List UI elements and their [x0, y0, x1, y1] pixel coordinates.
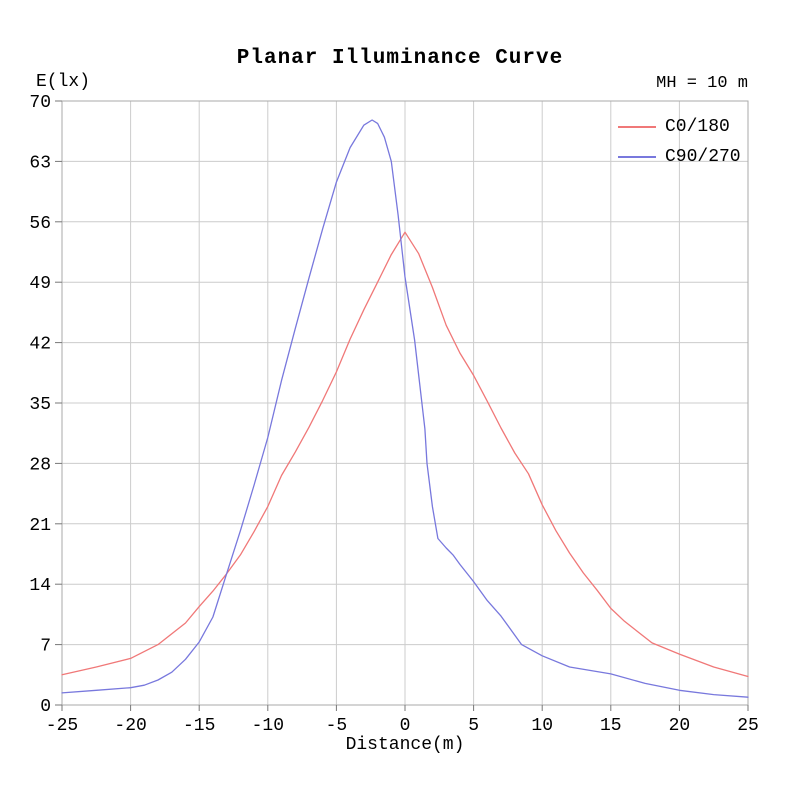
y-axis-label: E(lx): [36, 72, 91, 92]
legend-label: C90/270: [665, 147, 741, 167]
series-curve-c90-270: [61, 119, 749, 698]
legend-item-c0-180: C0/180: [618, 118, 741, 136]
series-curve-c0-180: [61, 231, 749, 678]
x-tick-label: 0: [400, 716, 411, 736]
x-tick-label: 5: [468, 716, 479, 736]
chart-legend: C0/180 C90/270: [618, 118, 741, 166]
x-tick-label: 20: [669, 716, 691, 736]
legend-line-sample-red: [618, 126, 656, 128]
y-tick-label: 7: [40, 637, 51, 657]
y-tick-label: 0: [40, 697, 51, 717]
y-tick-label: 35: [29, 395, 51, 415]
x-tick-label: -10: [252, 716, 284, 736]
y-tick-label: 42: [29, 335, 51, 355]
x-tick-label: 25: [737, 716, 759, 736]
mounting-height-annotation: MH = 10 m: [656, 74, 748, 93]
y-tick-label: 14: [29, 576, 51, 596]
x-tick-label: -15: [183, 716, 215, 736]
y-tick-label: 70: [29, 93, 51, 113]
legend-item-c90-270: C90/270: [618, 148, 741, 166]
y-tick-label: 49: [29, 274, 51, 294]
y-tick-label: 21: [29, 516, 51, 536]
y-tick-label: 63: [29, 153, 51, 173]
x-tick-label: 15: [600, 716, 622, 736]
x-tick-label: 10: [531, 716, 553, 736]
chart-title: Planar Illuminance Curve: [236, 47, 564, 70]
x-axis-label: Distance(m): [345, 735, 465, 755]
x-tick-label: -25: [46, 716, 78, 736]
y-tick-label: 56: [29, 214, 51, 234]
legend-line-sample-blue: [618, 156, 656, 158]
legend-label: C0/180: [665, 117, 730, 137]
y-tick-label: 28: [29, 455, 51, 475]
x-tick-label: -20: [114, 716, 146, 736]
x-tick-label: -5: [326, 716, 348, 736]
